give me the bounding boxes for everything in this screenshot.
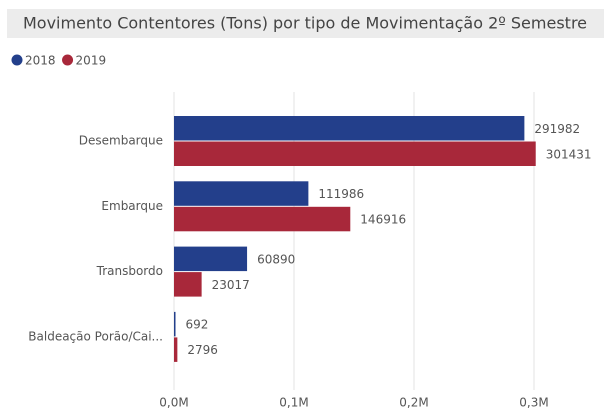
y-tick-label: Baldeação Porão/Cai... — [28, 329, 163, 343]
data-label: 146916 — [360, 213, 406, 227]
x-tick-label: 0,2M — [399, 396, 428, 410]
bar — [174, 272, 202, 297]
x-tick-label: 0,3M — [519, 396, 548, 410]
bar — [174, 337, 178, 362]
bar — [174, 181, 309, 206]
title-box — [7, 9, 604, 38]
data-label: 301431 — [546, 147, 592, 161]
legend-label: 2019 — [76, 54, 107, 68]
x-tick-label: 0,1M — [279, 396, 308, 410]
legend-swatch — [62, 54, 74, 66]
y-tick-label: Desembarque — [79, 134, 163, 148]
bar — [174, 141, 536, 166]
data-label: 111986 — [318, 187, 364, 201]
y-tick-label: Transbordo — [96, 264, 163, 278]
data-label: 23017 — [212, 278, 250, 292]
data-label: 60890 — [257, 252, 295, 266]
legend-swatch — [11, 54, 23, 66]
legend-label: 2018 — [25, 54, 56, 68]
data-label: 2796 — [187, 343, 218, 357]
bar — [174, 246, 248, 272]
data-label: 291982 — [534, 122, 580, 136]
bar — [174, 116, 525, 141]
x-tick-label: 0,0M — [159, 396, 188, 410]
y-tick-label: Embarque — [101, 199, 163, 213]
bar — [174, 206, 351, 232]
chart-title: Movimento Contentores (Tons) por tipo de… — [23, 14, 587, 33]
data-label: 692 — [186, 318, 209, 332]
bar — [174, 311, 176, 337]
